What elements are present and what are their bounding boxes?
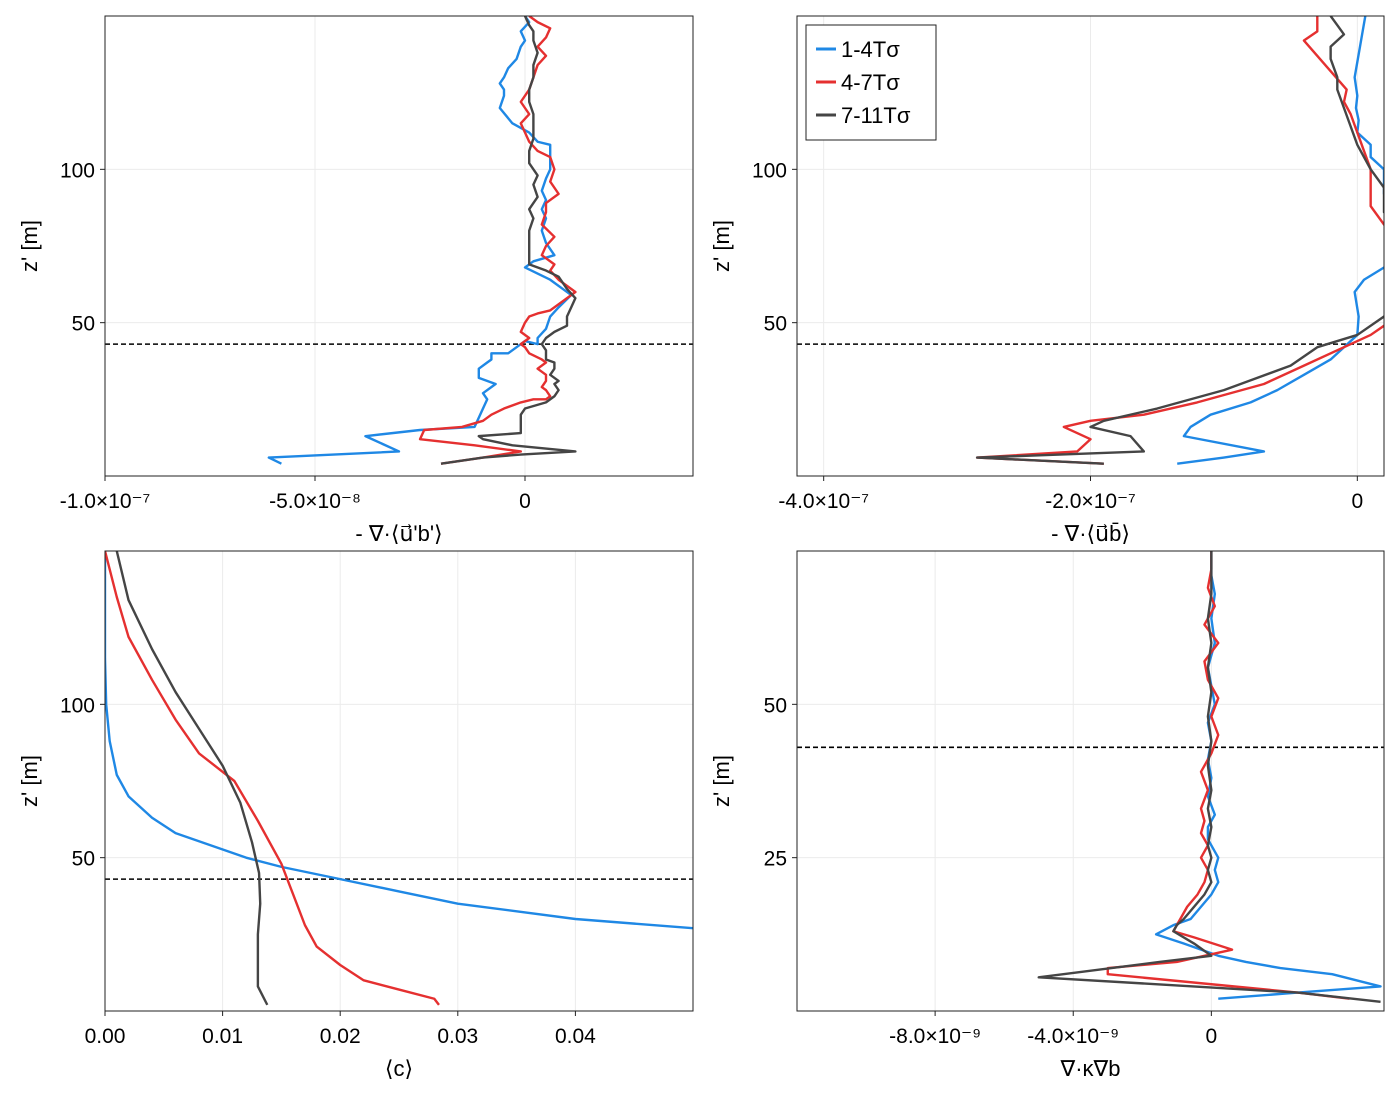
panel-4-xtick-label-2: 0	[1206, 1025, 1218, 1048]
panel-4-series-3	[1037, 551, 1381, 1003]
panel-3-xtick-label-2: 0.02	[320, 1025, 361, 1048]
legend-label-2: 4-7Tσ	[841, 70, 900, 95]
panel-1-xlabel: - ∇·⟨u⃗'b'⟩	[355, 521, 442, 546]
panel-2-ylabel: z' [m]	[709, 220, 734, 272]
panel-1-series-3	[440, 16, 577, 465]
panel-1-xtick-label-0: -1.0×10⁻⁷	[60, 490, 151, 513]
panel-1-grid	[104, 16, 693, 476]
panel-3-grid	[104, 551, 693, 1011]
panel-1-xtick-label-2: 0	[519, 490, 531, 513]
panel-2-ytick-label-0: 50	[764, 313, 787, 336]
panel-1-buoyancy-flux-divergence: -1.0×10⁻⁷ -5.0×10⁻⁸ 0 50 100 - ∇·⟨u⃗'b'⟩ z' [m…	[17, 15, 694, 546]
panel-3-series-group	[105, 551, 693, 1006]
panel-4-xlabel: ∇·κ∇b	[1060, 1056, 1121, 1081]
panel-3-series-2	[105, 551, 440, 1006]
legend: 1-4Tσ 4-7Tσ 7-11Tσ	[805, 24, 937, 141]
legend-label-1: 1-4Tσ	[841, 37, 900, 62]
panel-3-series-3	[115, 551, 269, 1006]
legend-label-3: 7-11Tσ	[841, 103, 911, 128]
panel-4-frame	[796, 550, 1385, 1012]
panel-1-series-1	[267, 16, 573, 465]
panel-2-xtick-label-0: -4.0×10⁻⁷	[778, 490, 869, 513]
panel-3-series-1	[105, 551, 693, 930]
panel-4-ylabel: z' [m]	[709, 755, 734, 807]
panel-2-series-3	[975, 16, 1384, 465]
panel-3-xlabel: ⟨c⟩	[385, 1056, 413, 1081]
panel-3-ytick-label-1: 100	[60, 694, 95, 717]
panel-4-ytick-label-1: 50	[764, 694, 787, 717]
panel-4-series-2	[1106, 551, 1350, 1000]
panel-4-series-1	[1154, 551, 1382, 1000]
panel-1-ylabel: z' [m]	[17, 220, 42, 272]
panel-2-xtick-label-2: 0	[1351, 490, 1363, 513]
panel-3-frame	[104, 550, 694, 1012]
panel-1-ytick-label-0: 50	[72, 313, 95, 336]
panel-4-grid	[797, 551, 1384, 1011]
panel-4-xtick-label-1: -4.0×10⁻⁹	[1027, 1025, 1119, 1048]
panel-3-xtick-label-1: 0.01	[202, 1025, 243, 1048]
panel-3-xtick-label-0: 0.00	[85, 1025, 126, 1048]
panel-3-tracer-concentration: 0.00 0.01 0.02 0.03 0.04 50 100 ⟨c⟩ z' [m]	[17, 550, 694, 1081]
panel-3-ylabel: z' [m]	[17, 755, 42, 807]
panel-2-series-group	[975, 16, 1384, 465]
panel-1-frame	[104, 15, 694, 477]
panel-2-xtick-label-1: -2.0×10⁻⁷	[1045, 490, 1136, 513]
panel-2-xlabel: - ∇·⟨u⃗b̄⟩	[1051, 521, 1130, 546]
panel-4-series-group	[1037, 551, 1382, 1003]
panel-1-xtick-label-1: -5.0×10⁻⁸	[269, 490, 361, 513]
panel-3-ytick-label-0: 50	[72, 848, 95, 871]
panel-1-ytick-label-1: 100	[60, 159, 95, 182]
panel-2-ytick-label-1: 100	[752, 159, 787, 182]
panel-4-diffusive-flux: -8.0×10⁻⁹ -4.0×10⁻⁹ 0 25 50 ∇·κ∇b z' [m]	[709, 550, 1385, 1081]
panel-3-xtick-label-4: 0.04	[555, 1025, 596, 1048]
panel-2-series-2	[975, 16, 1384, 465]
panel-4-ytick-label-0: 25	[764, 848, 787, 871]
panel-4-xtick-label-0: -8.0×10⁻⁹	[889, 1025, 981, 1048]
panel-2-series-1	[1177, 16, 1384, 465]
panel-1-series-group	[267, 16, 577, 465]
panel-3-xtick-label-3: 0.03	[437, 1025, 478, 1048]
panel-1-series-2	[418, 16, 577, 465]
